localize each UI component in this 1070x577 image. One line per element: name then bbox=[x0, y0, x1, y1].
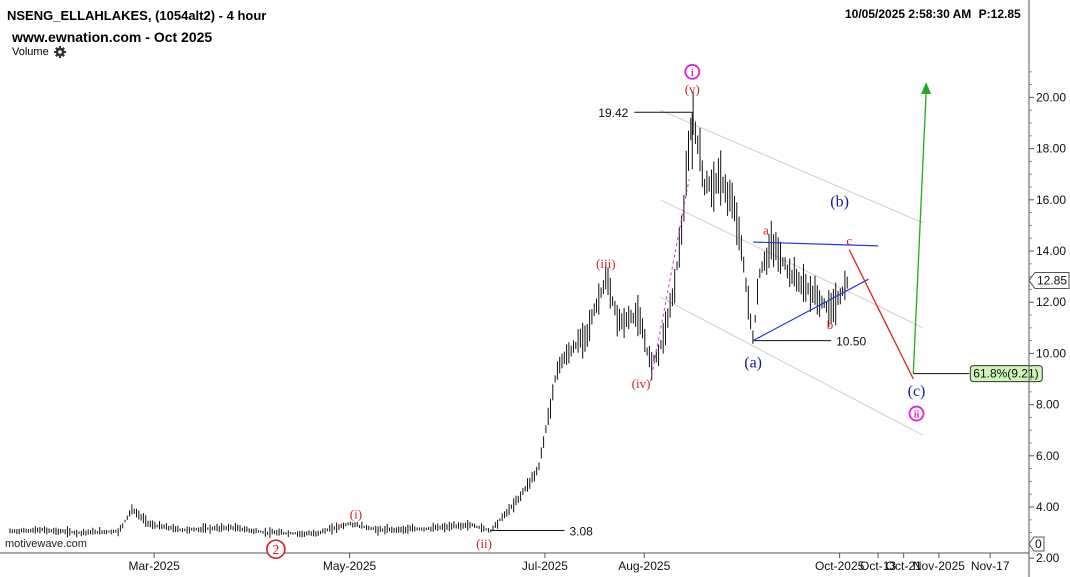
wave-circle bbox=[908, 405, 925, 422]
wave-label: (i) bbox=[350, 507, 362, 522]
base-price-label: 3.08 bbox=[569, 525, 593, 539]
wave-label: (v) bbox=[685, 82, 700, 97]
wave-label: 2 bbox=[272, 543, 279, 558]
chart-symbol-title: NSENG_ELLAHLAKES, (1054alt2) - 4 hour bbox=[7, 8, 267, 23]
y-tick-label: 18.00 bbox=[1036, 142, 1066, 156]
y-tick-label: 10.00 bbox=[1036, 346, 1066, 360]
x-tick-label: Oct-2025 bbox=[815, 559, 865, 573]
dashed-trend-line bbox=[650, 179, 690, 382]
low-price-label: 10.50 bbox=[836, 335, 866, 349]
x-tick-label: Jul-2025 bbox=[522, 559, 568, 573]
channel-lower-line bbox=[660, 296, 924, 436]
brand-watermark: motivewave.com bbox=[5, 538, 87, 550]
x-tick-label: Oct-21 bbox=[886, 559, 922, 573]
target-label-text: 61.8%(9.21) bbox=[973, 367, 1038, 381]
x-tick-label: May-2025 bbox=[323, 559, 377, 573]
projection-arrow-line bbox=[912, 92, 927, 374]
wave-circle bbox=[266, 539, 286, 560]
timestamp-readout: 10/05/2025 2:58:30 AM P:12.85 bbox=[845, 7, 1021, 21]
wave-label: (ii) bbox=[476, 536, 492, 551]
x-tick-label: Nov-2025 bbox=[913, 559, 965, 573]
wave-label: (iv) bbox=[632, 376, 651, 391]
high-price-label: 19.42 bbox=[598, 106, 628, 120]
y-tick-label: 8.00 bbox=[1036, 398, 1060, 412]
wave-label: (c) bbox=[908, 383, 926, 400]
target-path-line bbox=[848, 249, 914, 380]
price-readout: P:12.85 bbox=[978, 7, 1021, 21]
timestamp: 10/05/2025 2:58:30 AM bbox=[845, 7, 972, 21]
wave-label: (a) bbox=[744, 355, 762, 372]
channel-upper-line bbox=[660, 109, 924, 224]
triangle-lower-line bbox=[752, 278, 869, 342]
y-tick-label: 12.00 bbox=[1036, 295, 1066, 309]
volume-axis-value: 0 bbox=[1035, 537, 1042, 551]
wave-circle bbox=[684, 63, 701, 80]
target-label-box bbox=[969, 365, 1043, 383]
wave-label: a bbox=[763, 223, 769, 238]
projection-arrowhead bbox=[921, 82, 932, 95]
y-tick-label: 16.00 bbox=[1036, 193, 1066, 207]
x-tick-label: Oct-13 bbox=[860, 559, 896, 573]
wave-label: c bbox=[846, 233, 852, 248]
x-tick-label: Aug-2025 bbox=[618, 559, 670, 573]
wave-label: (b) bbox=[830, 193, 849, 210]
volume-label: Volume bbox=[12, 46, 49, 58]
wave-label: i bbox=[691, 68, 694, 79]
y-tick-label: 6.00 bbox=[1036, 449, 1060, 463]
volume-indicator[interactable]: Volume bbox=[12, 46, 66, 58]
wave-label: (iii) bbox=[596, 256, 616, 271]
last-price-tag bbox=[1028, 271, 1070, 289]
wave-label: b bbox=[827, 317, 834, 332]
channel-middle-line bbox=[660, 199, 924, 329]
y-tick-label: 14.00 bbox=[1036, 244, 1066, 258]
x-tick-label: Mar-2025 bbox=[128, 559, 180, 573]
wave-label: ii bbox=[914, 410, 920, 421]
gear-icon[interactable] bbox=[53, 46, 66, 58]
y-tick-label: 2.00 bbox=[1036, 551, 1060, 565]
y-tick-label: 20.00 bbox=[1036, 90, 1066, 104]
x-tick-label: Nov-17 bbox=[971, 559, 1010, 573]
volume-axis-tag bbox=[1028, 536, 1045, 552]
triangle-upper-line bbox=[753, 241, 879, 247]
y-tick-label: 4.00 bbox=[1036, 500, 1060, 514]
last-price-value: 12.85 bbox=[1037, 273, 1067, 287]
chart-site-title: www.ewnation.com - Oct 2025 bbox=[12, 29, 213, 45]
